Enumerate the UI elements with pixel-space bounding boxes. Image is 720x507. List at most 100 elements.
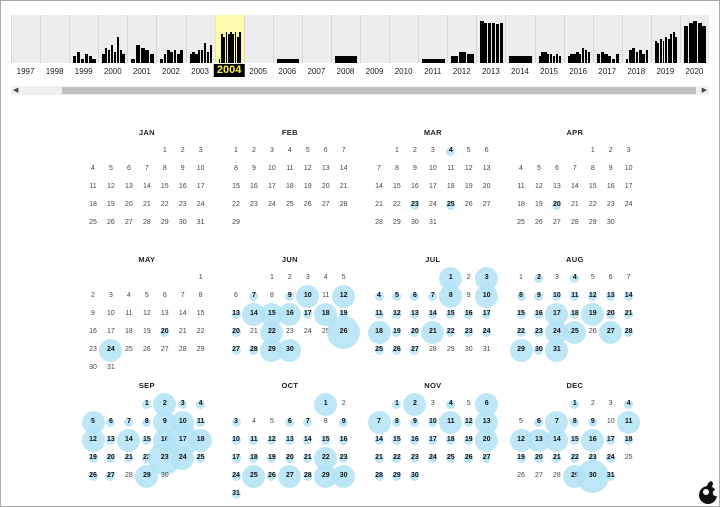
capture-circle[interactable] <box>231 453 241 463</box>
capture-circle[interactable] <box>392 435 402 445</box>
capture-circle[interactable] <box>374 309 384 319</box>
calendar-day[interactable]: 26 <box>89 472 97 479</box>
calendar-day[interactable]: 9 <box>287 292 292 299</box>
capture-circle[interactable] <box>475 410 499 434</box>
calendar-day[interactable]: 27 <box>285 472 294 479</box>
capture-circle[interactable] <box>482 453 492 463</box>
capture-circle[interactable] <box>552 291 562 301</box>
calendar-day[interactable]: 8 <box>572 418 577 425</box>
calendar-day[interactable]: 15 <box>570 436 579 443</box>
capture-circle[interactable] <box>392 453 402 463</box>
year-label-2011[interactable]: 2011 <box>424 67 442 76</box>
calendar-day[interactable]: 18 <box>375 328 383 335</box>
capture-circle[interactable] <box>242 302 266 326</box>
calendar-day[interactable]: 25 <box>570 328 579 335</box>
capture-circle[interactable] <box>249 345 259 355</box>
capture-circle[interactable] <box>374 345 384 355</box>
capture-circle[interactable] <box>303 435 313 445</box>
calendar-day[interactable]: 19 <box>89 454 97 461</box>
year-label-2017[interactable]: 2017 <box>598 67 617 76</box>
calendar-day[interactable]: 11 <box>250 436 258 443</box>
calendar-day[interactable]: 26 <box>267 472 276 479</box>
calendar-day[interactable]: 24 <box>107 346 115 353</box>
capture-circle[interactable] <box>552 453 562 463</box>
calendar-day[interactable]: 22 <box>142 454 151 461</box>
year-band-2011[interactable] <box>418 15 448 63</box>
calendar-day[interactable]: 13 <box>107 436 115 443</box>
capture-circle[interactable] <box>439 266 463 290</box>
capture-circle[interactable] <box>570 273 580 283</box>
capture-circle[interactable] <box>314 446 338 470</box>
capture-circle[interactable] <box>509 428 533 452</box>
capture-circle[interactable] <box>410 435 420 445</box>
capture-circle[interactable] <box>249 435 259 445</box>
capture-circle[interactable] <box>339 453 349 463</box>
calendar-day[interactable]: 20 <box>552 201 561 208</box>
capture-circle[interactable] <box>624 291 634 301</box>
calendar-day[interactable]: 9 <box>536 292 541 299</box>
calendar-day[interactable]: 20 <box>535 454 543 461</box>
capture-circle[interactable] <box>231 417 241 427</box>
capture-circle[interactable] <box>392 309 402 319</box>
capture-circle[interactable] <box>106 417 116 427</box>
calendar-day[interactable]: 16 <box>535 310 543 317</box>
calendar-day[interactable]: 7 <box>126 418 131 425</box>
year-band-2020[interactable] <box>679 15 710 63</box>
year-label-2001[interactable]: 2001 <box>132 67 151 76</box>
capture-circle[interactable] <box>374 291 384 301</box>
capture-circle[interactable] <box>545 410 569 434</box>
calendar-day[interactable]: 13 <box>285 436 294 443</box>
capture-circle[interactable] <box>332 284 356 308</box>
calendar-day[interactable]: 22 <box>570 454 579 461</box>
calendar-day[interactable]: 17 <box>303 310 312 317</box>
calendar-day[interactable]: 25 <box>375 346 383 353</box>
calendar-day[interactable]: 10 <box>552 292 561 299</box>
calendar-day[interactable]: 19 <box>464 436 473 443</box>
calendar-day[interactable]: 8 <box>394 418 399 425</box>
calendar-day[interactable]: 30 <box>535 346 543 353</box>
capture-circle[interactable] <box>446 309 456 319</box>
capture-circle[interactable] <box>410 327 420 337</box>
capture-circle[interactable] <box>428 417 438 427</box>
year-band-2018[interactable] <box>621 15 652 63</box>
calendar-day[interactable]: 26 <box>393 346 401 353</box>
capture-circle[interactable] <box>475 284 499 308</box>
calendar-day[interactable]: 13 <box>535 436 543 443</box>
calendar-day[interactable]: 9 <box>341 418 346 425</box>
capture-circle[interactable] <box>410 417 420 427</box>
capture-circle[interactable] <box>339 435 349 445</box>
capture-circle[interactable] <box>446 327 456 337</box>
capture-circle[interactable] <box>327 315 361 349</box>
capture-circle[interactable] <box>475 392 499 416</box>
capture-circle[interactable] <box>534 327 544 337</box>
calendar-day[interactable]: 6 <box>536 418 541 425</box>
year-band-1999[interactable] <box>69 15 99 63</box>
calendar-day[interactable]: 28 <box>375 472 383 479</box>
year-label-2010[interactable]: 2010 <box>394 67 413 76</box>
capture-circle[interactable] <box>249 453 259 463</box>
capture-circle[interactable] <box>249 291 259 301</box>
capture-circle[interactable] <box>367 320 391 344</box>
calendar-day[interactable]: 24 <box>428 454 437 461</box>
year-label-2003[interactable]: 2003 <box>191 67 209 76</box>
calendar-day[interactable]: 17 <box>428 436 437 443</box>
capture-circle[interactable] <box>624 327 634 337</box>
calendar-day[interactable]: 24 <box>606 454 615 461</box>
capture-circle[interactable] <box>410 291 420 301</box>
calendar-day[interactable]: 6 <box>484 400 489 407</box>
capture-circle[interactable] <box>428 453 438 463</box>
capture-circle[interactable] <box>332 464 356 488</box>
capture-circle[interactable] <box>303 453 313 463</box>
capture-circle[interactable] <box>563 320 587 344</box>
calendar-day[interactable]: 25 <box>196 454 205 461</box>
capture-circle[interactable] <box>392 345 402 355</box>
capture-circle[interactable] <box>464 435 474 445</box>
capture-circle[interactable] <box>267 453 277 463</box>
capture-circle[interactable] <box>534 453 544 463</box>
calendar-day[interactable]: 27 <box>410 346 419 353</box>
calendar-day[interactable]: 15 <box>517 310 525 317</box>
capture-circle[interactable] <box>339 309 349 319</box>
calendar-day[interactable]: 14 <box>428 310 437 317</box>
capture-circle[interactable] <box>534 417 544 427</box>
calendar-day[interactable]: 29 <box>393 472 401 479</box>
